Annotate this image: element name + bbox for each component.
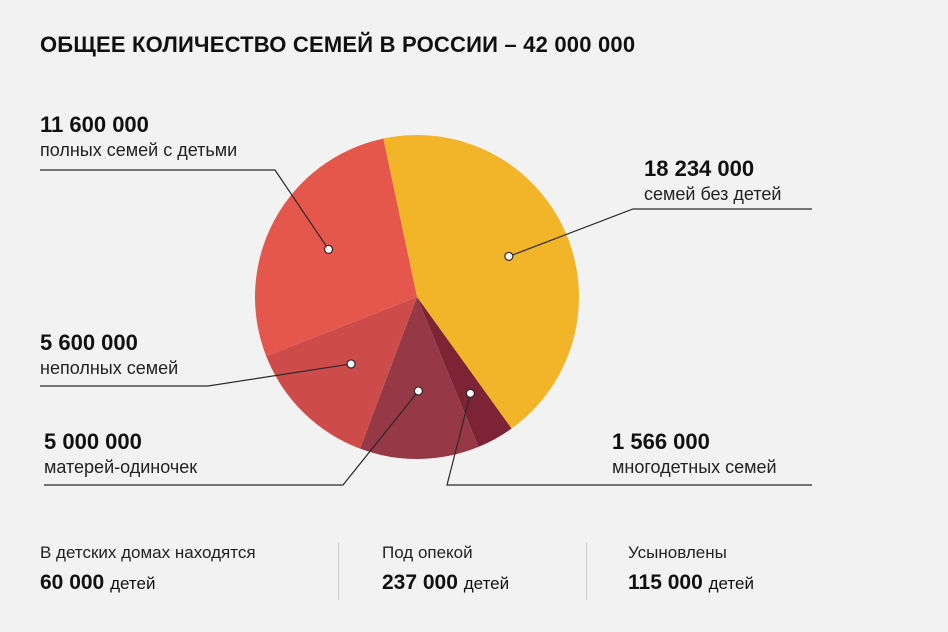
stat-divider xyxy=(586,542,587,600)
stat-caption: Усыновлены xyxy=(628,543,727,562)
chart-title: ОБЩЕЕ КОЛИЧЕСТВО СЕМЕЙ В РОССИИ – 42 000… xyxy=(40,32,636,57)
stat-value: 237 000 xyxy=(382,571,458,594)
slice-marker-dot xyxy=(346,359,356,369)
pie-slice-no-children xyxy=(383,134,580,429)
slice-value: 11 600 000 xyxy=(40,112,149,137)
leader-line-full xyxy=(40,169,330,250)
slice-text: матерей-одиночек xyxy=(44,457,198,477)
slice-marker-dot xyxy=(504,251,514,261)
stat-unit: детей xyxy=(110,574,156,593)
stat-orphanages: В детских домах находятся 60 000 детей xyxy=(40,540,256,601)
slice-value: 18 234 000 xyxy=(644,156,755,181)
stat-value: 115 000 xyxy=(628,571,703,594)
slice-marker-dot xyxy=(465,388,476,398)
slice-marker-dot xyxy=(413,386,424,396)
slice-value: 5 000 000 xyxy=(44,429,142,454)
slice-text: многодетных семей xyxy=(612,457,777,477)
slice-label-full: 11 600 000 полных семей с детьми xyxy=(40,112,237,162)
slice-text: семей без детей xyxy=(644,184,782,204)
stat-unit: детей xyxy=(708,574,754,593)
slice-label-no-children: 18 234 000 семей без детей xyxy=(644,156,781,206)
stat-value: 60 000 xyxy=(40,571,105,594)
leader-line-no-children xyxy=(508,208,812,257)
leader-line-large xyxy=(446,393,812,486)
leader-line-single-mothers xyxy=(44,390,419,486)
slice-text: полных семей с детьми xyxy=(40,140,238,160)
stat-caption: Под опекой xyxy=(382,543,473,562)
stat-guardianship: Под опекой 237 000 детей xyxy=(382,540,509,601)
slice-label-single-mothers: 5 000 000 матерей-одиночек xyxy=(44,429,197,479)
slice-value: 5 600 000 xyxy=(40,330,138,355)
pie-slice-incomplete xyxy=(266,297,417,449)
children-stats: В детских домах находятся 60 000 детей П… xyxy=(0,540,948,600)
stat-unit: детей xyxy=(463,574,510,593)
slice-marker-dot xyxy=(323,244,334,255)
stat-divider xyxy=(338,542,339,600)
pie-slice-full xyxy=(255,138,417,357)
slice-label-large-families: 1 566 000 многодетных семей xyxy=(612,429,777,479)
stat-caption: В детских домах находятся xyxy=(40,543,256,562)
stat-adopted: Усыновлены 115 000 детей xyxy=(628,540,754,601)
pie-slice-single-mothers xyxy=(360,297,479,459)
pie-slice-large xyxy=(417,297,512,447)
slice-text: неполных семей xyxy=(40,358,179,378)
slice-value: 1 566 000 xyxy=(612,429,710,454)
leader-line-incomplete xyxy=(40,363,352,387)
slice-label-incomplete: 5 600 000 неполных семей xyxy=(40,330,178,380)
